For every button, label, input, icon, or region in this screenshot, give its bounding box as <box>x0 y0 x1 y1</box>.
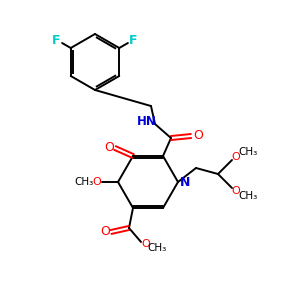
Text: O: O <box>193 128 203 142</box>
Text: CH₃: CH₃ <box>147 243 167 253</box>
Text: F: F <box>52 34 60 47</box>
Text: O: O <box>232 186 240 196</box>
Text: CH₃: CH₃ <box>238 147 258 157</box>
Text: N: N <box>180 176 190 188</box>
Text: O: O <box>232 152 240 162</box>
Text: CH₃: CH₃ <box>74 177 94 187</box>
Text: F: F <box>129 34 137 47</box>
Text: HN: HN <box>137 115 157 128</box>
Text: O: O <box>104 140 114 154</box>
Text: O: O <box>93 177 101 187</box>
Text: O: O <box>100 226 110 238</box>
Text: O: O <box>142 239 150 249</box>
Text: CH₃: CH₃ <box>238 191 258 201</box>
